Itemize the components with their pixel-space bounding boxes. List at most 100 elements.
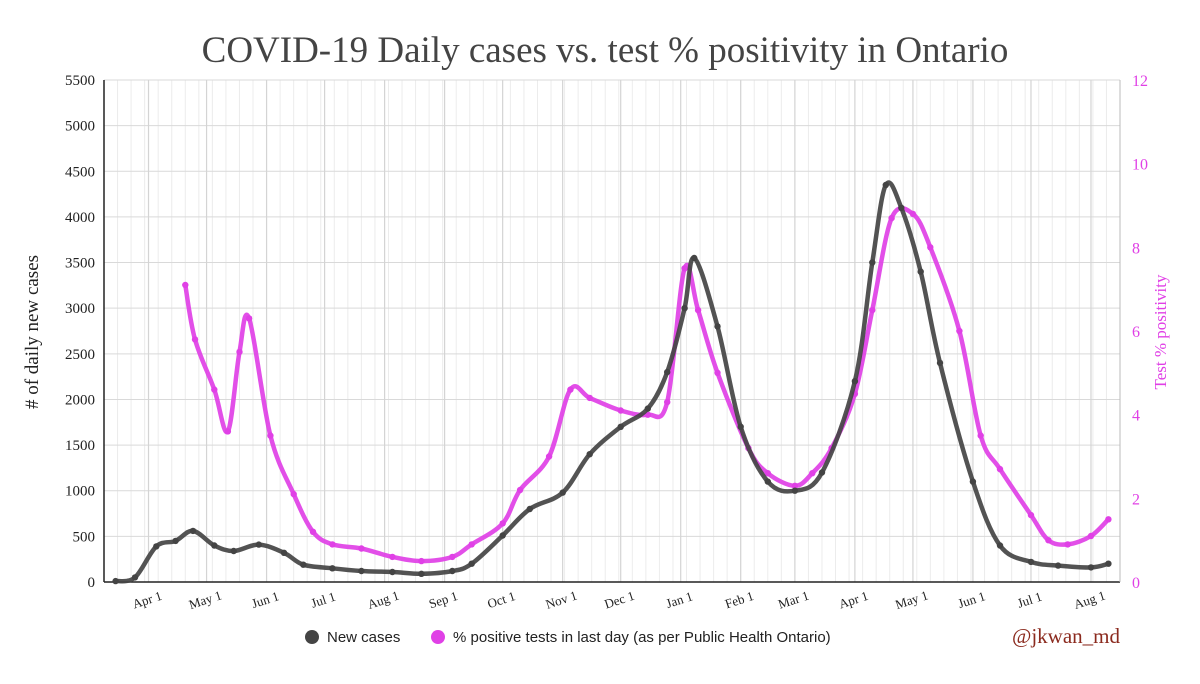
cases-point bbox=[996, 542, 1004, 549]
positivity-point bbox=[791, 482, 799, 489]
y-tick-label: 4000 bbox=[65, 210, 95, 226]
y2-tick-label: 8 bbox=[1132, 240, 1140, 257]
positivity-point bbox=[267, 432, 274, 439]
y2-axis-label: Test % positivity bbox=[1151, 274, 1170, 389]
chart-title: COVID-19 Daily cases vs. test % positivi… bbox=[202, 30, 1009, 71]
cases-point bbox=[869, 259, 876, 266]
positivity-point bbox=[211, 386, 218, 393]
cases-point bbox=[230, 547, 237, 555]
positivity-point bbox=[714, 369, 721, 376]
x-tick-label: Jul 1 bbox=[1015, 589, 1043, 611]
cases-point bbox=[211, 542, 218, 549]
positivity-point bbox=[236, 348, 243, 356]
cases-point bbox=[969, 478, 977, 485]
positivity-point bbox=[586, 394, 593, 402]
cases-point bbox=[691, 254, 698, 262]
major-grid bbox=[104, 79, 1120, 583]
positivity-point bbox=[996, 465, 1004, 473]
y-tick-label: 3500 bbox=[65, 256, 95, 272]
cases-point bbox=[664, 368, 671, 376]
positivity-point bbox=[977, 432, 984, 439]
y-tick-label: 2500 bbox=[65, 347, 95, 363]
cases-point bbox=[112, 577, 119, 585]
positivity-point bbox=[1045, 537, 1052, 544]
cases-point bbox=[131, 574, 139, 581]
cases-point bbox=[917, 268, 924, 275]
positivity-point bbox=[499, 520, 506, 527]
cases-point bbox=[681, 305, 688, 312]
cases-point bbox=[586, 451, 593, 458]
positivity-point bbox=[545, 453, 553, 460]
y-tick-label: 5500 bbox=[65, 73, 95, 89]
cases-point bbox=[468, 560, 475, 567]
cases-point bbox=[153, 543, 160, 550]
positivity-point bbox=[909, 210, 917, 218]
cases-point bbox=[300, 561, 307, 568]
y2-tick-label: 6 bbox=[1132, 324, 1140, 341]
cases-point bbox=[172, 537, 179, 545]
cases-point bbox=[644, 405, 651, 412]
positivity-point bbox=[191, 336, 199, 343]
cases-point bbox=[764, 478, 771, 485]
positivity-point bbox=[516, 486, 524, 494]
positivity-point bbox=[1027, 511, 1035, 519]
cases-point bbox=[559, 489, 566, 496]
cases-point bbox=[329, 565, 336, 572]
y-tick-label: 1000 bbox=[65, 484, 95, 500]
positivity-point bbox=[309, 528, 317, 535]
cases-point bbox=[898, 204, 905, 211]
cases-point bbox=[255, 541, 262, 548]
positivity-point bbox=[617, 407, 624, 414]
cases-point bbox=[389, 568, 396, 576]
positivity-point bbox=[869, 306, 876, 314]
left-axis-ticks: 0 500 1000 1500 2000 2500 3000 3500 4000 4500 5000… bbox=[65, 73, 95, 591]
cases-point bbox=[882, 181, 889, 189]
right-axis-ticks: 0 2 4 6 8 10 12 bbox=[1132, 73, 1148, 592]
cases-point bbox=[851, 378, 859, 385]
cases-point bbox=[1054, 562, 1062, 569]
legend: New cases % positive tests in last day (… bbox=[305, 629, 831, 646]
y2-tick-label: 4 bbox=[1132, 408, 1140, 425]
positivity-point bbox=[468, 541, 475, 548]
positivity-point bbox=[389, 553, 396, 561]
positivity-point bbox=[329, 541, 336, 548]
positivity-point bbox=[567, 386, 574, 393]
minor-grid bbox=[103, 80, 1121, 582]
positivity-point bbox=[664, 398, 671, 406]
positivity-point bbox=[1064, 541, 1071, 548]
positivity-point bbox=[888, 214, 895, 222]
y2-tick-label: 0 bbox=[1132, 575, 1140, 592]
cases-point bbox=[280, 549, 288, 556]
cases-point bbox=[499, 532, 506, 539]
axes bbox=[103, 80, 1121, 583]
x-tick-label: Jul 1 bbox=[309, 589, 337, 611]
cases-point bbox=[1087, 564, 1095, 571]
y-tick-label: 500 bbox=[73, 529, 96, 545]
y-axis-label: # of daily new cases bbox=[22, 255, 43, 409]
cases-point bbox=[737, 423, 744, 430]
legend-positivity-label: % positive tests in last day (as per Pub… bbox=[453, 629, 831, 646]
cases-point bbox=[791, 487, 799, 494]
cases-point bbox=[818, 469, 826, 476]
y-tick-label: 4500 bbox=[65, 164, 95, 180]
y2-tick-label: 2 bbox=[1132, 491, 1140, 508]
positivity-point bbox=[927, 244, 934, 251]
y2-tick-label: 12 bbox=[1132, 73, 1148, 90]
cases-point bbox=[418, 570, 425, 577]
positivity-point bbox=[956, 327, 963, 335]
positivity-point bbox=[809, 470, 816, 477]
positivity-point bbox=[358, 545, 365, 552]
positivity-point bbox=[764, 470, 771, 477]
positivity-point bbox=[245, 315, 253, 322]
y-tick-label: 0 bbox=[88, 575, 96, 591]
cases-point bbox=[358, 567, 365, 575]
positivity-point bbox=[182, 281, 189, 289]
positivity-point bbox=[1087, 532, 1095, 540]
y-tick-label: 5000 bbox=[65, 119, 95, 135]
cases-point bbox=[714, 323, 721, 330]
positivity-point bbox=[681, 265, 688, 272]
cases-point bbox=[189, 527, 197, 535]
legend-positivity-swatch bbox=[431, 630, 445, 644]
